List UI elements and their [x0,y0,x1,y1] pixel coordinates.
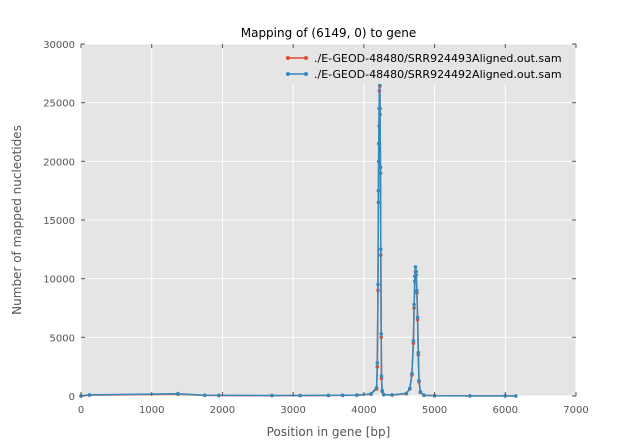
series-2-point [412,302,416,307]
y-tick-label: 30000 [43,40,75,51]
series-2-point [390,393,394,397]
series-2-point [355,393,359,397]
y-tick-label: 15000 [43,216,75,227]
x-tick-label: 2000 [210,405,235,416]
legend-marker-series-1 [304,56,308,60]
x-axis-label: Position in gene [bp] [267,425,391,439]
series-layer [79,77,518,398]
series-2-point [298,393,303,398]
series-2-point [411,339,416,343]
y-tick-label: 20000 [43,157,75,168]
series-2-point [416,350,421,355]
series-2-point [408,386,412,391]
series-2-point [376,282,380,287]
series-2-point [326,393,331,398]
x-tick-label: 7000 [563,405,588,416]
series-2-point [203,393,207,398]
y-tick-label: 10000 [43,275,75,286]
series-2-point [415,315,420,320]
series-2-point [379,374,384,378]
legend-label-series-2: ./E-GEOD-48480/SRR924492Aligned.out.sam [314,68,562,81]
series-2-point [176,391,180,396]
y-tick-label: 5000 [50,333,75,344]
series-2-point [415,288,419,293]
series-2-point [413,274,417,279]
series-2-point [468,394,472,398]
legend-label-series-1: ./E-GEOD-48480/SRR924493Aligned.out.sam [314,52,562,65]
legend: ./E-GEOD-48480/SRR924493Aligned.out.sam … [278,48,573,84]
y-axis-label: Number of mapped nucleotides [10,125,24,315]
x-tick-label: 6000 [493,405,518,416]
x-tick-label: 0 [78,405,84,416]
axis-ticks: 0 1000 2000 3000 4000 5000 6000 7000 0 5000 10000 1… [43,40,589,416]
series-2-point [378,106,382,111]
series-2-point [413,265,418,269]
series-2-point [217,393,221,398]
series-2-point [410,371,414,376]
series-2-point [514,394,518,398]
x-tick-label: 1000 [139,405,164,416]
series-2-point [379,247,383,252]
series-2-point [374,386,379,390]
series-2-point [376,188,381,193]
series-2-point [404,391,409,396]
series-2-point [418,390,423,394]
series-2-point [414,269,419,274]
x-tick-label: 3000 [280,405,305,416]
series-2-point [87,393,92,397]
series-2-point [380,388,385,393]
series-2-point [417,378,421,383]
legend-box [278,48,573,84]
series-2-point [270,393,274,398]
series-2-point [378,165,383,169]
series-2-point [422,393,426,398]
series-2-point [379,332,384,336]
y-tick-label: 25000 [43,99,75,110]
legend-marker-series-2 [304,72,308,76]
series-2-point [381,392,386,397]
series-2-point [375,361,380,365]
legend-marker-series-2 [286,72,290,76]
x-tick-label: 4000 [351,405,376,416]
legend-marker-series-1 [286,56,290,60]
chart-title: Mapping of (6149, 0) to gene [241,26,417,40]
series-2-point [340,393,345,398]
series-2-point [369,392,373,396]
series-2-point [376,141,381,146]
x-tick-label: 5000 [422,405,447,416]
y-tick-label: 0 [69,392,75,403]
